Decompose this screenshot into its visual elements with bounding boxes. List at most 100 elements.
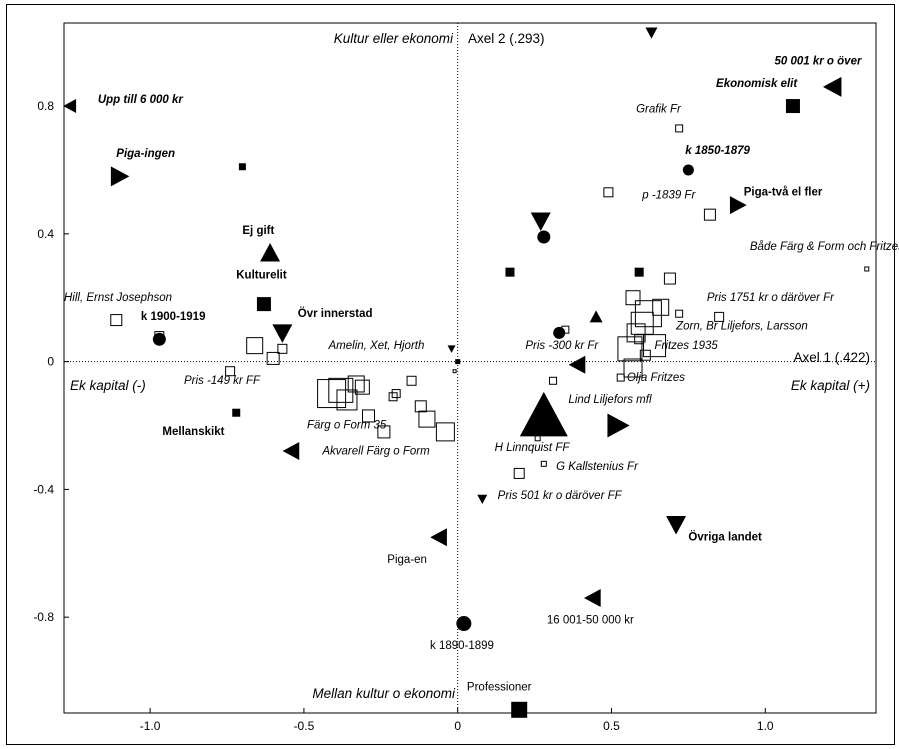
data-point-label: k 1890-1899	[430, 640, 494, 652]
data-point-label: Zorn, Br Liljefors, Larsson	[675, 321, 808, 333]
data-point-marker	[435, 422, 455, 442]
data-point-marker	[584, 589, 601, 607]
data-point-label: Piga-två el fler	[744, 187, 823, 199]
data-point-marker	[568, 355, 586, 374]
data-point-label: Hill, Ernst Josephson	[64, 292, 172, 304]
data-point-marker	[447, 345, 456, 353]
data-point-label: Olja Fritzes	[627, 372, 685, 384]
data-point-marker	[456, 616, 472, 632]
data-point-label: Piga-ingen	[116, 148, 175, 160]
data-point-marker	[354, 379, 370, 395]
data-point-marker	[391, 389, 401, 399]
data-point-marker	[663, 272, 676, 285]
data-point-marker	[666, 516, 687, 535]
data-point-marker	[537, 230, 551, 244]
data-point-label: Färg o Form 35	[307, 420, 387, 432]
data-point-marker	[652, 298, 670, 316]
data-point-marker	[418, 410, 436, 428]
data-point-marker	[272, 324, 293, 343]
data-point-label: G Kallstenius Fr	[556, 461, 639, 473]
data-point-label: 50 001 kr o över	[775, 56, 862, 68]
data-point-marker	[603, 187, 614, 198]
data-point-marker	[623, 358, 643, 378]
data-point-marker	[477, 494, 488, 504]
data-point-label: Både Färg & Form och Fritzes	[750, 241, 899, 253]
data-point-marker	[643, 334, 667, 358]
data-point-label: Pris -149 kr FF	[184, 375, 261, 387]
data-point-marker	[785, 99, 800, 114]
data-point-marker	[154, 331, 165, 342]
data-point-marker	[317, 379, 347, 409]
data-point-marker	[511, 701, 528, 718]
data-point-marker	[616, 373, 625, 382]
data-point-marker	[630, 311, 654, 335]
data-point-marker	[864, 266, 870, 272]
axes-layer: -1.0 -0.5 0 0.5 1.0 0.8 0.4 0 -0.4 -0.8	[33, 23, 876, 733]
data-point-marker	[110, 314, 123, 327]
data-point-marker	[277, 343, 288, 354]
data-point-marker	[377, 425, 391, 439]
data-point-marker	[430, 528, 447, 547]
data-point-marker	[675, 124, 684, 133]
data-point-label: Upp till 6 000 kr	[98, 94, 184, 106]
data-point-label: Grafik Fr	[636, 103, 682, 115]
y-tick-label: 0.8	[37, 99, 54, 113]
data-point-marker	[675, 309, 684, 318]
labels-layer: Kultur eller ekonomi Axel 2 (.293) Axel …	[64, 31, 899, 701]
x-tick-label: 1.0	[757, 719, 774, 733]
data-point-marker	[388, 392, 398, 402]
data-point-marker	[549, 376, 558, 385]
data-point-label: Pris 501 kr o däröver FF	[498, 490, 623, 502]
data-point-marker	[625, 290, 641, 306]
data-point-marker	[336, 389, 358, 411]
data-point-marker	[452, 369, 457, 374]
data-point-marker	[152, 332, 166, 346]
data-point-label: k 1850-1879	[685, 145, 750, 157]
data-point-label: Pris -300 kr Fr	[525, 340, 599, 352]
data-point-label: Akvarell Färg o Form	[321, 445, 430, 457]
data-point-marker	[561, 325, 570, 334]
data-point-marker	[455, 359, 461, 365]
data-point-label: Övr innerstad	[298, 307, 373, 320]
y-tick-label: 0	[47, 355, 54, 369]
axis2-title: Axel 2 (.293)	[468, 31, 545, 46]
data-point-marker	[617, 336, 643, 362]
x-tick-label: -1.0	[140, 719, 161, 733]
data-point-marker	[682, 164, 694, 176]
x-tick-label: 0.5	[603, 719, 620, 733]
data-point-marker	[626, 323, 646, 343]
data-point-marker	[703, 208, 716, 221]
data-point-label: H Linnquist FF	[495, 442, 571, 454]
x-tick-label: 0	[454, 719, 461, 733]
data-point-label: Lind Liljefors mfl	[568, 394, 652, 406]
chart-frame	[6, 4, 895, 745]
data-point-label: Ekonomisk elit	[716, 78, 798, 90]
data-point-marker	[634, 300, 662, 328]
data-point-marker	[225, 366, 236, 377]
data-point-marker	[822, 76, 842, 97]
y-tick-label: -0.8	[33, 610, 54, 624]
x-tick-label: -0.5	[294, 719, 315, 733]
data-point-marker	[534, 435, 541, 442]
data-point-marker	[645, 27, 658, 39]
pole-left-label: Ek kapital (-)	[70, 378, 146, 393]
data-point-marker	[519, 391, 568, 437]
data-point-label: Amelin, Xet, Hjorth	[328, 340, 425, 352]
data-point-label: k 1900-1919	[141, 311, 206, 323]
y-tick-label: -0.4	[33, 482, 54, 496]
data-point-label: Fritzes 1935	[655, 340, 719, 352]
pole-bottom-label: Mellan kultur o ekonomi	[312, 686, 456, 701]
data-point-marker	[729, 196, 747, 215]
data-point-marker	[530, 212, 551, 232]
data-point-marker	[505, 267, 515, 277]
data-point-label: Kulturelit	[236, 270, 287, 282]
data-point-marker	[589, 310, 603, 323]
data-point-marker	[110, 166, 130, 187]
data-point-marker	[406, 375, 417, 386]
data-point-marker	[607, 413, 630, 438]
data-point-marker	[714, 311, 725, 322]
data-point-marker	[282, 442, 300, 461]
data-point-marker	[266, 351, 280, 365]
data-point-marker	[414, 400, 427, 413]
